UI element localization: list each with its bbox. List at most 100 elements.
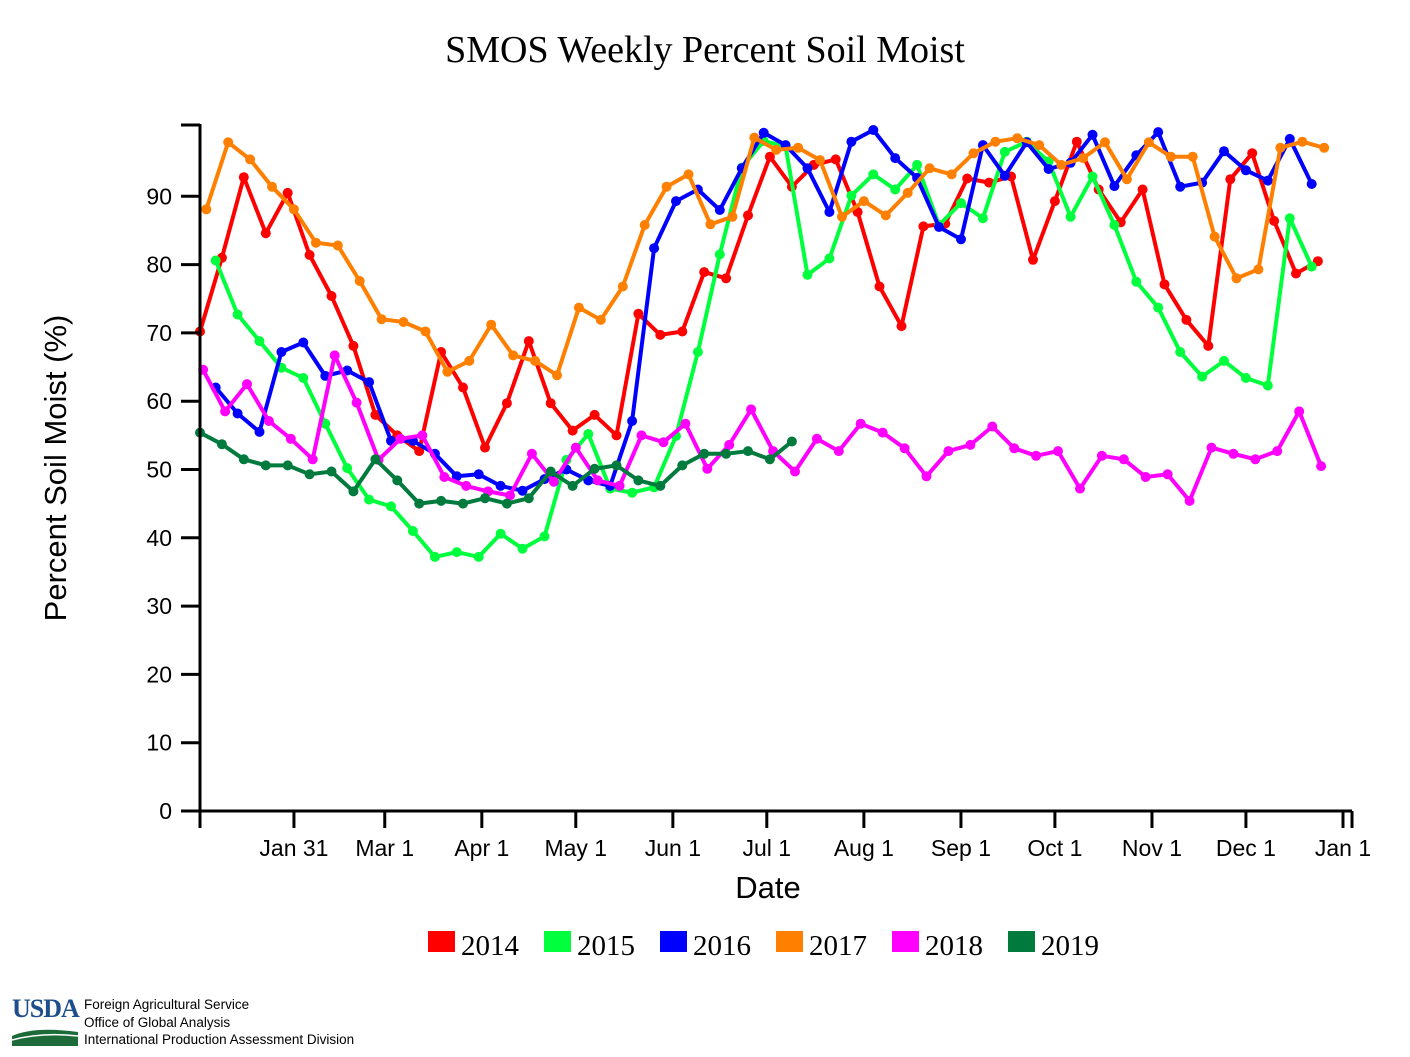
point-2017-41 [1100,137,1110,148]
point-2018-6 [329,350,340,361]
point-2018-25 [746,404,757,415]
point-2019-8 [370,454,381,465]
point-2015-32 [912,159,923,170]
point-2017-18 [595,314,606,325]
point-2018-43 [1140,472,1151,482]
point-2014-5 [304,250,315,260]
point-2014-2 [238,172,249,183]
point-2014-7 [348,340,359,351]
point-2018-51 [1316,461,1327,472]
point-2018-1 [220,406,231,417]
point-2016-13 [495,480,506,491]
point-2014-4 [282,187,293,198]
point-2015-23 [714,249,725,260]
y-tick-label-0: 0 [159,798,172,824]
x-tick-label-5: Jul 1 [743,835,792,861]
point-2018-14 [505,490,515,501]
y-tick-label-50: 50 [146,457,172,483]
point-2018-7 [351,397,362,408]
point-2016-20 [649,243,660,254]
point-2019-23 [699,448,710,459]
point-2019-13 [480,493,490,504]
point-2017-48 [1253,264,1264,275]
point-2018-16 [548,476,559,487]
point-2015-45 [1197,371,1208,382]
point-2016-50 [1306,179,1317,189]
y-axis: 0 10 20 30 40 50 60 70 80 90 [146,123,202,824]
legend: 2014 2015 2016 2017 2018 2019 [428,930,1099,962]
point-2017-19 [617,281,628,292]
x-tick-label-6: Aug 1 [834,835,894,861]
point-2014-10 [414,446,425,457]
point-2014-35 [962,173,973,184]
point-2017-30 [858,196,869,207]
point-2018-40 [1075,483,1085,494]
point-2015-46 [1219,355,1229,366]
legend-item-2018: 2018 [892,930,983,962]
point-2018-37 [1009,443,1020,454]
y-tick-label-30: 30 [146,593,172,619]
agency-line-3: International Production Assessment Divi… [84,1032,355,1047]
point-2017-14 [508,350,519,361]
point-2014-39 [1049,196,1060,207]
point-2015-50 [1306,261,1317,272]
point-2019-19 [611,460,622,471]
point-2018-33 [921,471,932,482]
point-2014-29 [830,154,841,165]
point-2016-4 [298,337,309,348]
point-2017-33 [924,163,935,174]
legend-label-2015: 2015 [577,930,635,962]
point-2016-33 [934,222,944,232]
usda-logo: USDA [12,996,80,1048]
x-tick-label-0: Jan 31 [259,835,328,861]
point-2018-31 [877,427,888,438]
legend-label-2018: 2018 [925,930,983,962]
point-2017-42 [1121,174,1132,185]
point-2016-44 [1175,181,1186,192]
point-2014-20 [633,308,644,319]
point-2016-12 [473,469,484,480]
point-2018-32 [899,443,910,454]
agency-line-1: Foreign Agricultural Service [84,997,250,1012]
point-2018-10 [417,430,428,441]
point-2014-48 [1247,148,1258,159]
point-2015-30 [868,169,879,180]
point-2017-20 [639,220,650,230]
point-2018-45 [1184,495,1195,506]
point-2014-45 [1181,314,1192,325]
point-2018-27 [790,466,800,477]
point-2016-23 [714,205,725,215]
point-2015-39 [1065,211,1076,222]
legend-item-2016: 2016 [660,930,751,962]
point-2017-47 [1231,273,1242,284]
point-2016-49 [1284,133,1295,144]
point-2016-46 [1219,146,1229,157]
series-2017 [201,132,1330,381]
point-2015-0 [210,255,221,266]
point-2019-15 [523,493,534,504]
point-2017-8 [376,314,387,325]
point-2016-11 [451,471,462,482]
point-2017-44 [1165,151,1176,162]
point-2018-18 [592,475,603,486]
point-2018-15 [526,448,537,459]
point-2015-49 [1284,213,1295,224]
point-2018-19 [614,480,625,491]
point-2017-36 [990,136,1001,147]
point-2018-48 [1250,454,1261,465]
point-2015-35 [977,213,988,224]
point-2017-22 [683,169,694,180]
point-2015-41 [1109,220,1120,230]
usda-hill-icon [12,1029,78,1046]
point-2015-13 [495,528,506,539]
usda-logo-text: USDA [12,994,80,1023]
point-2017-39 [1056,159,1067,170]
point-2018-9 [395,433,406,444]
point-2014-14 [501,398,512,409]
point-2014-31 [874,281,885,292]
point-2015-19 [627,487,638,498]
point-2018-36 [987,421,998,432]
footer: USDA Foreign Agricultural Service Office… [12,996,354,1048]
point-2016-36 [999,170,1010,181]
